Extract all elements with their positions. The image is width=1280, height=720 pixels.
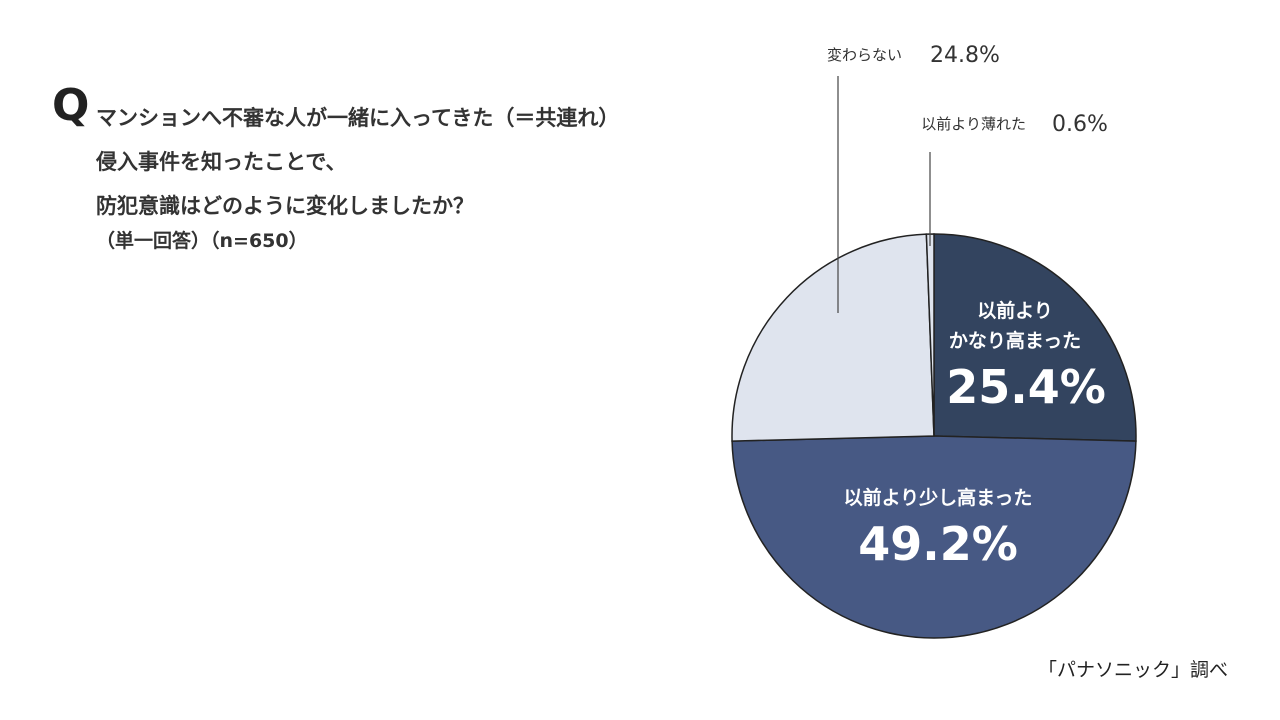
- slice-4-value: 0.6%: [1052, 112, 1108, 137]
- question-line-3: 防犯意識はどのように変化しましたか？: [96, 194, 474, 218]
- slice-1-label-line-2: かなり高まった: [949, 329, 1081, 352]
- response-note: （単一回答）（n=650）: [96, 230, 308, 252]
- source-credit: 「パナソニック」調べ: [1037, 659, 1228, 681]
- slice-1-value: 25.4%: [946, 360, 1106, 414]
- question-line-2: 侵入事件を知ったことで、: [96, 150, 347, 174]
- pie-slice-3: [731, 233, 935, 442]
- question-text: マンションへ不審な人が一緒に入ってきた（＝共連れ） 侵入事件を知ったことで、 防…: [96, 103, 619, 235]
- question-mark: Q: [52, 80, 90, 131]
- pie-slice-2: [731, 435, 1137, 639]
- slice-3-value: 24.8%: [930, 43, 1000, 68]
- slice-4-label: 以前より薄れた: [921, 115, 1026, 133]
- pie-slice-1: [933, 233, 1137, 442]
- slice-2-label: 以前より少し高まった: [844, 486, 1033, 509]
- slice-2-value: 49.2%: [858, 517, 1018, 571]
- question-line-1: マンションへ不審な人が一緒に入ってきた（＝共連れ）: [96, 106, 620, 130]
- slice-1-label-line-1: 以前より: [977, 299, 1053, 322]
- slice-3-label: 変わらない: [827, 46, 902, 64]
